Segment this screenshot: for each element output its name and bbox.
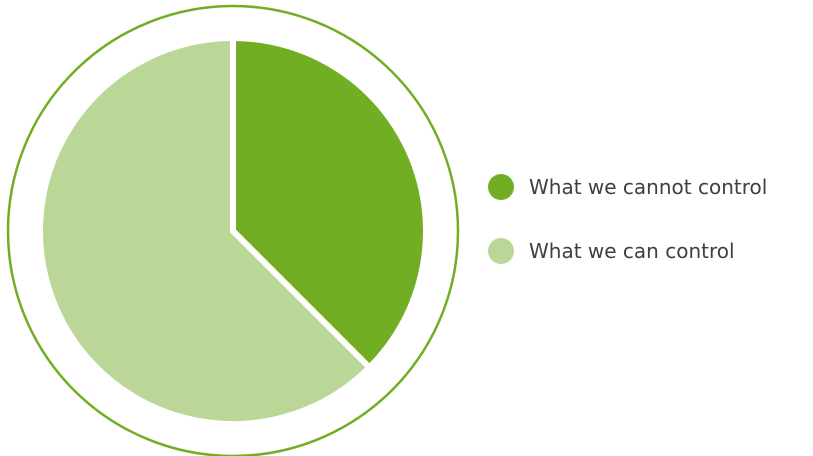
legend-swatch-can-control (488, 238, 514, 264)
legend-item-can-control: What we can control (488, 234, 767, 268)
outer-ring (6, 4, 460, 456)
legend-label-cannot-control: What we cannot control (529, 175, 768, 199)
legend-item-cannot-control: What we cannot control (488, 170, 767, 204)
pie-slice-1 (37, 34, 374, 427)
chart-legend: What we cannot control What we can contr… (488, 170, 767, 298)
legend-label-can-control: What we can control (529, 239, 735, 263)
pie-slices (37, 34, 429, 427)
pie-slice-0 (230, 34, 429, 372)
legend-swatch-cannot-control (488, 174, 514, 200)
